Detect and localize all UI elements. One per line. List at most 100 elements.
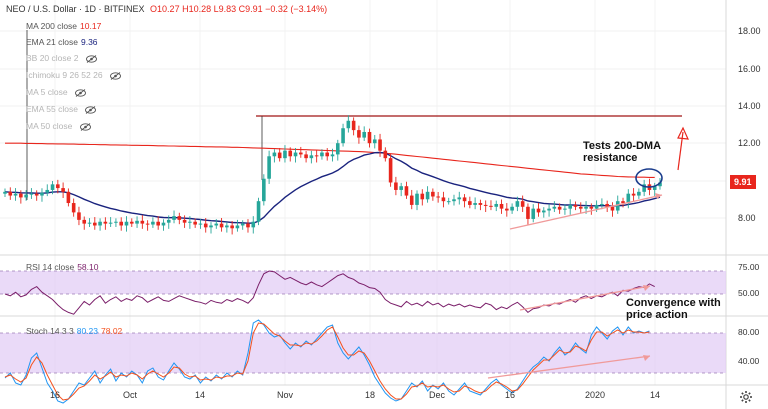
candle-body[interactable] [531, 208, 536, 219]
stoch-d-line[interactable] [4, 322, 650, 401]
candle-body[interactable] [314, 155, 319, 157]
candle-body[interactable] [452, 199, 456, 202]
candle-body[interactable] [441, 197, 446, 202]
candle-body[interactable] [341, 128, 345, 144]
candle-body[interactable] [288, 150, 293, 157]
candle-body[interactable] [346, 120, 351, 129]
eye-slash-icon[interactable] [85, 54, 97, 63]
candle-body[interactable] [40, 192, 44, 196]
candle-body[interactable] [240, 223, 245, 226]
candle-body[interactable] [372, 139, 377, 144]
candle-body[interactable] [50, 184, 55, 190]
candle-body[interactable] [478, 203, 483, 205]
candle-body[interactable] [77, 212, 81, 220]
candle-body[interactable] [108, 222, 113, 224]
candle-body[interactable] [193, 221, 197, 225]
candle-body[interactable] [457, 197, 462, 200]
candle-body[interactable] [161, 222, 166, 226]
candle-body[interactable] [584, 206, 588, 209]
candle-body[interactable] [499, 203, 504, 209]
candle-body[interactable] [71, 203, 76, 213]
candle-body[interactable] [145, 223, 150, 225]
candle-body[interactable] [483, 204, 488, 206]
candle-body[interactable] [362, 131, 366, 138]
indicator-ma50[interactable]: MA 50 close [26, 121, 91, 131]
candle-body[interactable] [526, 206, 530, 219]
candle-body[interactable] [172, 216, 176, 220]
candle-body[interactable] [103, 221, 108, 224]
price-support-trendline[interactable] [509, 194, 663, 230]
candle-body[interactable] [642, 184, 646, 192]
candle-body[interactable] [13, 193, 18, 196]
candle-body[interactable] [378, 139, 382, 151]
candle-body[interactable] [182, 219, 187, 223]
candle-body[interactable] [92, 222, 97, 226]
candle-body[interactable] [225, 225, 229, 228]
candle-body[interactable] [203, 223, 208, 228]
candle-body[interactable] [219, 223, 224, 228]
candle-body[interactable] [188, 221, 192, 223]
indicator-ema21[interactable]: EMA 21 close 9.36 [26, 37, 98, 47]
indicator-bb20[interactable]: BB 20 close 2 [26, 53, 97, 63]
candle-body[interactable] [462, 197, 467, 202]
candle-body[interactable] [415, 193, 419, 205]
candle-body[interactable] [129, 221, 134, 224]
candle-body[interactable] [198, 223, 203, 225]
candle-body[interactable] [515, 201, 520, 207]
candle-body[interactable] [351, 120, 356, 131]
candle-body[interactable] [388, 158, 393, 183]
dma-test-circle[interactable] [635, 168, 663, 188]
eye-slash-icon[interactable] [85, 105, 97, 114]
candle-body[interactable] [320, 152, 324, 157]
candle-body[interactable] [367, 131, 372, 144]
candle-body[interactable] [557, 206, 562, 210]
candle-body[interactable] [536, 208, 541, 213]
candle-body[interactable] [510, 206, 514, 211]
candle-body[interactable] [589, 206, 594, 209]
candle-body[interactable] [420, 193, 425, 200]
candle-body[interactable] [409, 195, 414, 205]
candle-body[interactable] [631, 193, 636, 196]
candle-body[interactable] [436, 196, 440, 198]
candle-body[interactable] [8, 191, 13, 196]
eye-slash-icon[interactable] [109, 71, 121, 80]
candle-body[interactable] [541, 210, 546, 213]
stoch-legend[interactable]: Stoch 14 3 3 80.23 78.02 [26, 326, 122, 336]
candle-body[interactable] [468, 201, 472, 205]
candle-body[interactable] [335, 143, 340, 155]
candle-body[interactable] [3, 191, 7, 194]
rsi-trendline[interactable] [519, 285, 651, 311]
candle-body[interactable] [357, 130, 361, 138]
candle-body[interactable] [552, 206, 557, 209]
candle-body[interactable] [61, 188, 65, 192]
indicator-ema55[interactable]: EMA 55 close [26, 104, 97, 114]
candle-body[interactable] [24, 194, 28, 198]
candle-body[interactable] [563, 208, 567, 210]
eye-slash-icon[interactable] [75, 88, 86, 97]
candle-body[interactable] [615, 201, 620, 211]
candle-body[interactable] [151, 221, 155, 225]
candle-body[interactable] [425, 191, 430, 200]
candle-body[interactable] [119, 221, 124, 226]
candle-body[interactable] [235, 225, 240, 229]
candle-body[interactable] [283, 150, 287, 159]
rsi-legend[interactable]: RSI 14 close 58.10 [26, 262, 98, 272]
stoch-trendline[interactable] [487, 355, 651, 379]
candle-body[interactable] [594, 204, 599, 209]
candle-body[interactable] [19, 193, 23, 198]
candle-body[interactable] [135, 220, 139, 224]
candle-body[interactable] [230, 225, 234, 229]
candle-body[interactable] [277, 152, 282, 159]
candle-body[interactable] [520, 201, 525, 207]
candle-body[interactable] [293, 152, 298, 157]
candle-body[interactable] [45, 189, 50, 193]
candle-body[interactable] [87, 222, 92, 224]
eye-slash-icon[interactable] [79, 122, 91, 131]
candle-body[interactable] [600, 203, 604, 205]
candle-body[interactable] [658, 182, 662, 187]
settings-gear-icon[interactable] [739, 390, 753, 407]
candle-body[interactable] [56, 184, 60, 189]
candle-body[interactable] [394, 182, 398, 190]
candle-body[interactable] [29, 193, 34, 195]
